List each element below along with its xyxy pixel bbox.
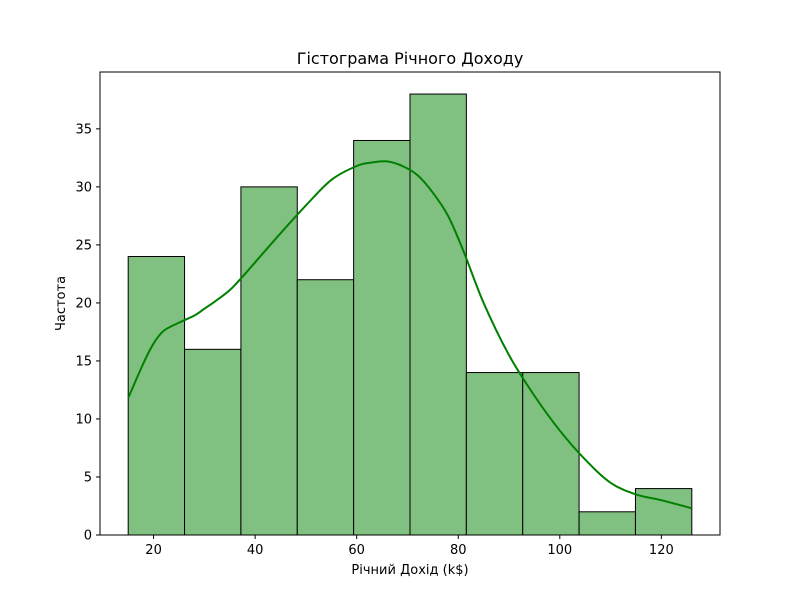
y-tick-label: 15 xyxy=(75,354,92,369)
histogram-bar xyxy=(409,93,467,536)
x-tick-label: 60 xyxy=(348,543,365,558)
y-tick-label: 20 xyxy=(75,296,92,311)
chart-title: Гістограма Річного Доходу xyxy=(297,49,524,68)
histogram-bar xyxy=(184,348,242,536)
histogram-bar xyxy=(240,186,298,536)
y-tick-label: 25 xyxy=(75,238,92,253)
y-tick-label: 35 xyxy=(75,122,92,137)
y-tick-label: 30 xyxy=(75,180,92,195)
y-axis-label: Частота xyxy=(54,276,69,331)
histogram-bar xyxy=(465,372,524,536)
bars-group xyxy=(127,93,693,536)
histogram-bar xyxy=(296,279,355,536)
y-tick-label: 0 xyxy=(84,529,92,544)
histogram-bar xyxy=(522,372,580,536)
histogram-bar xyxy=(353,139,411,536)
histogram-bar xyxy=(578,511,636,536)
y-axis-ticks: 0 5 10 15 20 25 30 35 xyxy=(75,122,100,544)
plot-frame xyxy=(99,71,721,536)
kde-line xyxy=(127,160,693,510)
x-axis-ticks: 20 40 60 80 100 120 xyxy=(145,535,674,558)
x-axis-label: Річний Дохід (k$) xyxy=(351,563,468,578)
x-tick-label: 20 xyxy=(145,543,162,558)
x-tick-label: 40 xyxy=(247,543,264,558)
x-tick-label: 100 xyxy=(547,543,572,558)
kde-group xyxy=(127,160,693,510)
x-tick-label: 120 xyxy=(649,543,674,558)
x-tick-label: 80 xyxy=(450,543,467,558)
y-tick-label: 10 xyxy=(75,412,92,427)
y-tick-label: 5 xyxy=(84,470,92,485)
histogram-bar xyxy=(127,256,186,536)
